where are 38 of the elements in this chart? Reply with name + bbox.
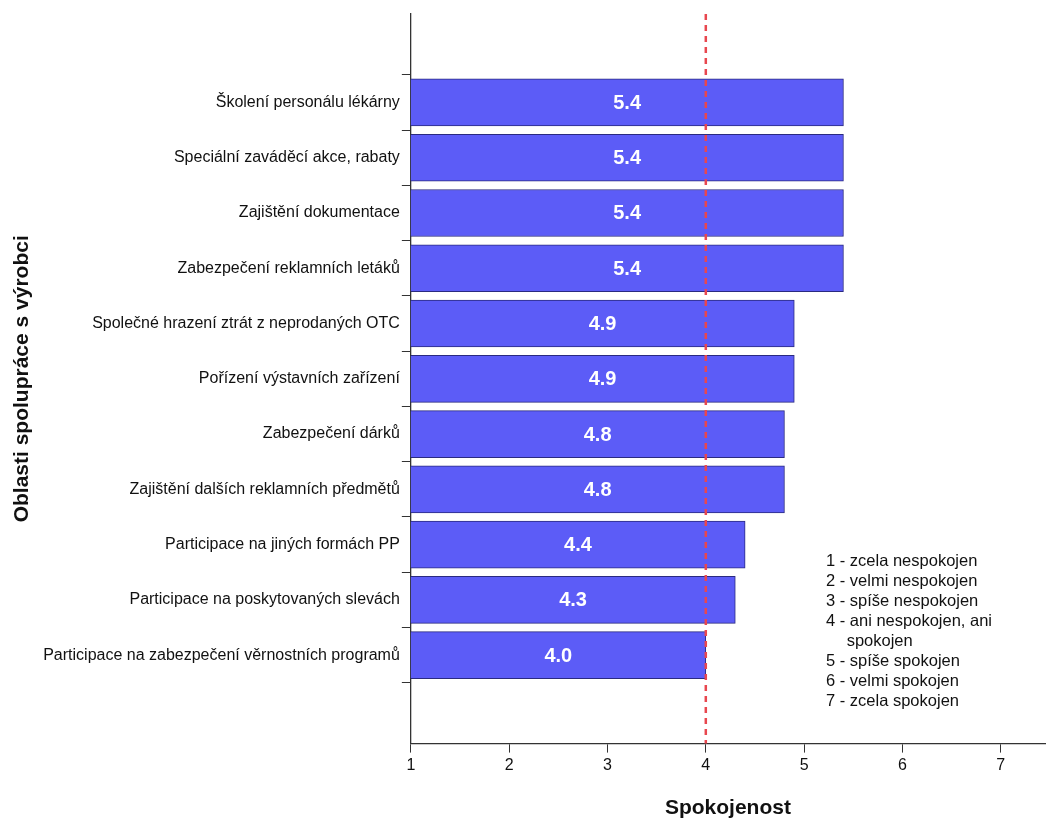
data-label: 4.8: [583, 422, 612, 445]
annotation: 3 - spíše nespokojen: [826, 590, 980, 610]
data-label: 4.8: [583, 477, 612, 500]
annotation: 5 - spíše spokojen: [826, 650, 961, 670]
y-tick-label: Zajištění dokumentace: [238, 203, 400, 221]
data-label: 4.9: [588, 367, 617, 390]
x-tick-label: 4: [701, 755, 711, 773]
y-tick-label: Speciální zaváděcí akce, rabaty: [173, 148, 400, 166]
data-label: 4.0: [544, 643, 573, 666]
data-label: 5.4: [613, 146, 642, 169]
y-tick-label: Zajištění dalších reklamních předmětů: [129, 479, 400, 497]
annotation: 4 - ani nespokojen, ani spokojen: [826, 610, 994, 650]
x-tick-label: 5: [799, 755, 809, 773]
data-label: 4.9: [588, 312, 617, 335]
x-tick-label: 3: [603, 755, 613, 773]
text: 7 - zcela spokojen: [826, 690, 960, 710]
data-label: 5.4: [613, 90, 642, 113]
x-tick-label: 6: [897, 755, 907, 773]
y-tick-label: Participace na poskytovaných slevách: [129, 590, 400, 608]
y-tick-label: Participace na zabezpečení věrnostních programů: [43, 645, 400, 663]
data-label: 5.4: [613, 201, 642, 224]
annotation: 2 - velmi nespokojen: [826, 570, 979, 590]
y-tick-label: Školení personálu lékárny: [215, 91, 400, 110]
x-tick-label: 2: [504, 755, 514, 773]
data-label: 4.3: [559, 588, 587, 611]
x-tick-label: 7: [996, 755, 1006, 773]
y-tick-label: Participace na jiných formách PP: [165, 535, 400, 553]
y-tick-label: Zabezpečení dárků: [262, 424, 400, 442]
y-tick-label: Pořízení výstavních zařízení: [198, 369, 401, 387]
y-axis-title: Oblasti spolupráce s výrobci: [9, 235, 33, 523]
y-tick-label: Zabezpečení reklamních letáků: [177, 258, 400, 276]
annotation: 1 - zcela nespokojen: [826, 550, 979, 570]
annotation: 6 - velmi spokojen: [826, 670, 960, 690]
x-tick-label: 1: [406, 755, 416, 773]
y-tick-label: Společné hrazení ztrát z neprodaných OTC: [92, 313, 400, 331]
data-label: 5.4: [613, 256, 642, 279]
data-label: 4.4: [564, 533, 593, 556]
x-axis-title: Spokojenost: [664, 795, 791, 819]
